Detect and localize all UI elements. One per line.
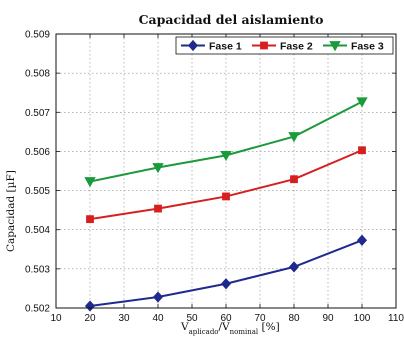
grid <box>55 33 397 309</box>
legend-label-fase-3: Fase 3 <box>351 41 384 53</box>
y-tick-label: 0.502 <box>25 304 50 315</box>
legend: Fase 1 Fase 2 Fase 3 <box>175 36 394 55</box>
x-tick-label: 20 <box>84 313 96 324</box>
legend-label-fase-2: Fase 2 <box>280 41 313 53</box>
x-tick-label: 30 <box>118 313 130 324</box>
fase-2-point <box>154 204 162 213</box>
legend-marker-fase-2 <box>260 41 268 50</box>
x-tick-label: 100 <box>354 313 371 324</box>
x-tick-label: 60 <box>220 313 232 324</box>
x-tick-label: 10 <box>50 313 62 324</box>
fase-1-point <box>288 261 300 273</box>
x-axis-label-mid: /V <box>219 321 231 333</box>
series-group <box>84 97 368 312</box>
y-tick-labels: 0.502 0.503 0.504 0.505 0.506 0.507 0.508 0.509 <box>25 30 50 315</box>
x-axis-label: Vaplicado/Vnominal [%] <box>180 321 280 336</box>
fase-1-point <box>220 278 232 290</box>
y-axis-label: Capacidad [µF] <box>5 170 17 252</box>
y-tick-label: 0.504 <box>25 225 50 236</box>
fase-1-point <box>84 300 96 312</box>
fase-2-point <box>86 215 94 224</box>
x-axis-label-sub1: aplicado <box>189 328 219 336</box>
fase-3-point <box>356 97 368 108</box>
x-tick-label: 50 <box>186 313 198 324</box>
legend-marker-fase-3 <box>329 41 341 52</box>
x-tick-label: 80 <box>288 313 300 324</box>
fase-1-point <box>356 234 368 246</box>
fase-1-point <box>152 291 164 303</box>
x-tick-label: 70 <box>254 313 266 324</box>
y-tick-label: 0.506 <box>25 147 50 158</box>
x-axis-label-main: V <box>180 321 189 333</box>
fase-2-point <box>222 192 230 201</box>
x-axis-label-unit: [%] <box>258 321 280 333</box>
fase-2-point <box>290 175 298 184</box>
y-tick-label: 0.509 <box>25 30 50 41</box>
fase-3-point <box>152 163 164 174</box>
legend-marker-fase-1 <box>187 39 199 52</box>
chart-title: Capacidad del aislamiento <box>139 12 324 27</box>
legend-label-fase-1: Fase 1 <box>209 41 242 53</box>
fase-3-point <box>84 177 96 188</box>
y-tick-label: 0.505 <box>25 186 50 197</box>
y-tick-label: 0.508 <box>25 69 50 80</box>
y-tick-label: 0.503 <box>25 264 50 275</box>
x-tick-label: 40 <box>152 313 164 324</box>
plot-frame <box>55 33 397 309</box>
fase-3-point <box>220 150 232 162</box>
x-tick-label: 110 <box>388 313 404 324</box>
fase-2-point <box>358 146 366 155</box>
x-tick-labels: 10 20 30 40 50 60 70 80 90 100 110 <box>50 313 404 324</box>
y-tick-label: 0.507 <box>25 108 50 119</box>
x-tick-label: 90 <box>322 313 334 324</box>
x-axis-label-sub2: nominal <box>230 328 259 336</box>
fase-3-point <box>288 132 300 143</box>
fase-3-line <box>89 100 363 183</box>
